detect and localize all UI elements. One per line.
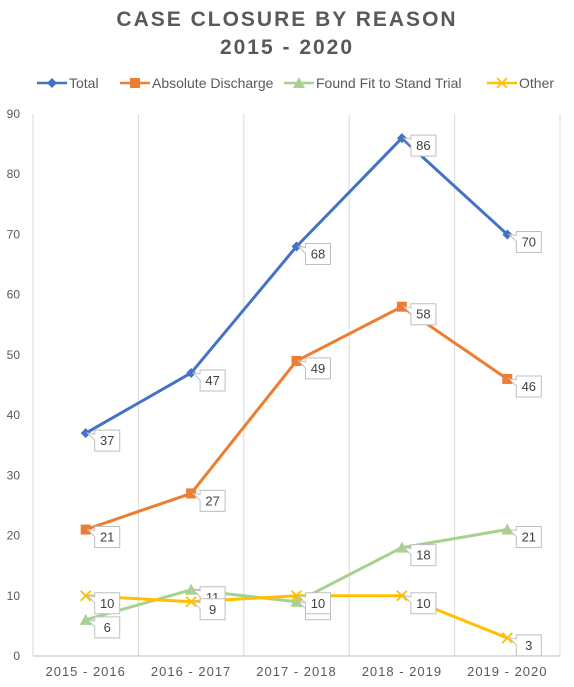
legend-entry: Absolute Discharge xyxy=(120,75,274,91)
legend-marker xyxy=(496,77,508,89)
svg-text:58: 58 xyxy=(416,307,430,322)
data-point xyxy=(502,373,513,384)
data-label: 10 xyxy=(297,592,331,615)
y-tick-label: 30 xyxy=(7,468,21,482)
data-label: 21 xyxy=(507,526,542,549)
legend-entry: Total xyxy=(37,75,99,91)
legend-label: Other xyxy=(519,75,554,91)
data-label: 37 xyxy=(86,429,121,452)
legend-label: Total xyxy=(69,75,99,91)
y-tick-label: 50 xyxy=(7,348,21,362)
data-point xyxy=(290,590,303,602)
data-label: 86 xyxy=(402,134,437,157)
legend-label: Absolute Discharge xyxy=(152,75,274,91)
y-tick-label: 80 xyxy=(7,167,21,181)
data-point xyxy=(79,613,92,625)
data-point xyxy=(501,632,513,644)
legend-entry: Found Fit to Stand Trial xyxy=(284,75,462,91)
data-point xyxy=(186,367,197,378)
data-label: 10 xyxy=(86,592,121,615)
data-point xyxy=(291,355,302,366)
data-label: 9 xyxy=(191,598,226,621)
data-label: 70 xyxy=(507,230,542,253)
x-tick-label: 2019 - 2020 xyxy=(467,664,547,679)
x-tick-label: 2015 - 2016 xyxy=(45,664,125,679)
data-point xyxy=(185,596,197,608)
y-tick-label: 90 xyxy=(7,107,21,121)
data-label: 27 xyxy=(191,489,226,512)
x-tick-label: 2016 - 2017 xyxy=(151,664,231,679)
svg-text:21: 21 xyxy=(522,530,536,545)
y-tick-label: 70 xyxy=(7,227,21,241)
x-tick-label: 2017 - 2018 xyxy=(256,664,336,679)
data-label: 58 xyxy=(402,303,437,326)
svg-text:3: 3 xyxy=(525,638,532,653)
svg-text:10: 10 xyxy=(416,596,430,611)
series-line-1 xyxy=(85,305,509,531)
x-tick-label: 2018 - 2019 xyxy=(362,664,442,679)
svg-text:27: 27 xyxy=(205,493,219,508)
y-tick-label: 10 xyxy=(7,589,21,603)
data-point xyxy=(185,583,198,595)
data-label: 10 xyxy=(402,592,437,615)
chart-title: CASE CLOSURE BY REASON xyxy=(116,8,458,31)
svg-text:46: 46 xyxy=(522,379,536,394)
data-point xyxy=(186,488,197,499)
svg-text:68: 68 xyxy=(311,246,325,261)
svg-text:6: 6 xyxy=(104,620,111,635)
svg-text:10: 10 xyxy=(100,596,114,611)
data-label: 3 xyxy=(507,634,542,657)
legend-label: Found Fit to Stand Trial xyxy=(316,75,462,91)
data-label: 18 xyxy=(402,544,437,567)
y-tick-label: 60 xyxy=(7,288,21,302)
data-point xyxy=(396,133,407,144)
svg-text:70: 70 xyxy=(522,234,536,249)
svg-text:47: 47 xyxy=(205,373,219,388)
data-point xyxy=(395,541,408,553)
data-point xyxy=(80,590,92,602)
data-point xyxy=(396,301,407,312)
y-tick-label: 40 xyxy=(7,408,21,422)
data-point xyxy=(501,523,514,535)
y-tick-label: 20 xyxy=(7,529,21,543)
svg-text:86: 86 xyxy=(416,138,430,153)
data-label: 21 xyxy=(86,526,121,549)
legend-marker xyxy=(130,78,140,88)
data-point xyxy=(80,428,91,439)
data-label: 6 xyxy=(86,616,121,639)
legend-marker xyxy=(293,77,305,88)
data-point xyxy=(396,590,408,602)
y-tick-label: 0 xyxy=(13,649,20,663)
svg-text:10: 10 xyxy=(311,596,325,611)
data-point xyxy=(502,229,513,240)
svg-text:9: 9 xyxy=(209,602,216,617)
series-line-0 xyxy=(84,136,509,435)
data-label: 46 xyxy=(507,375,542,398)
legend-marker xyxy=(47,78,57,88)
svg-text:49: 49 xyxy=(311,361,325,376)
chart-subtitle: 2015 - 2020 xyxy=(219,36,355,59)
svg-text:21: 21 xyxy=(100,530,114,545)
svg-text:37: 37 xyxy=(100,433,114,448)
data-point xyxy=(291,241,302,252)
svg-text:18: 18 xyxy=(416,548,430,563)
data-point xyxy=(80,524,91,535)
data-label: 68 xyxy=(297,242,331,265)
data-label: 47 xyxy=(191,369,226,392)
legend-entry: Other xyxy=(487,75,554,91)
data-label: 49 xyxy=(297,357,331,380)
data-point xyxy=(290,595,303,607)
